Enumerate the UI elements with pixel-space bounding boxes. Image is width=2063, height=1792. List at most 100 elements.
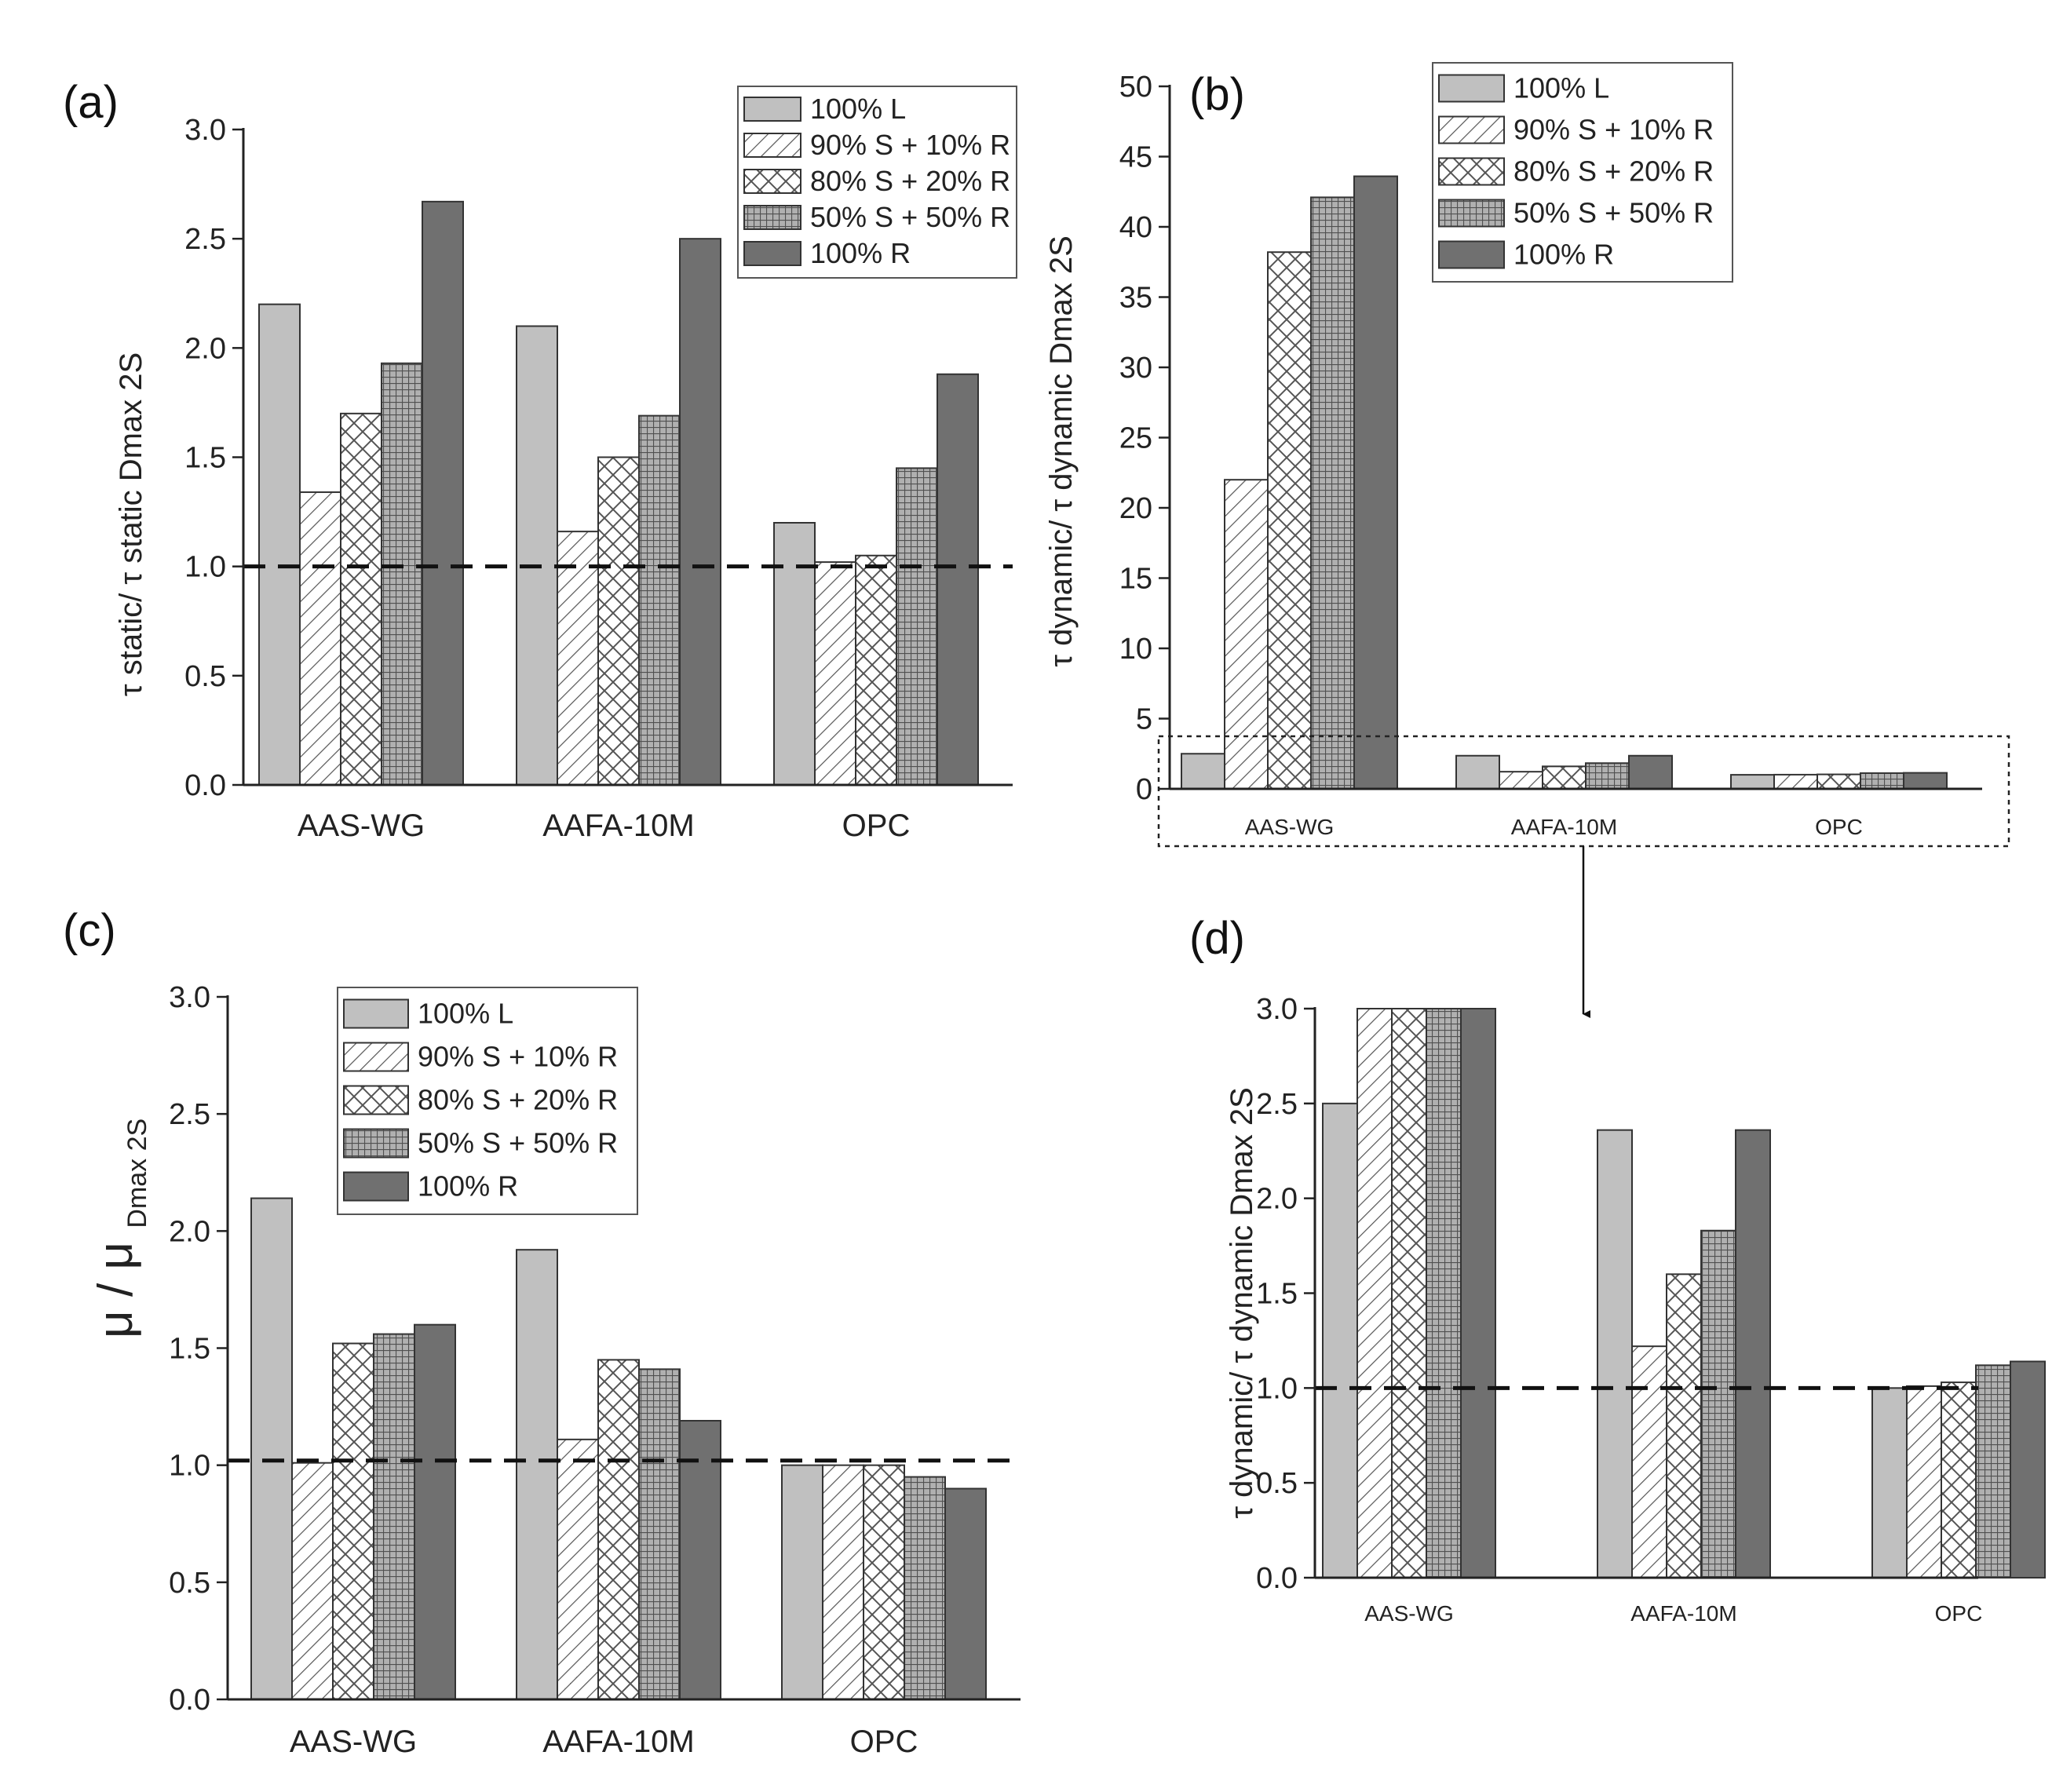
- y-tick-label: 1.5: [1256, 1278, 1298, 1311]
- bar-a-2-3: [896, 467, 938, 787]
- y-tick-label: 0.5: [169, 1567, 210, 1600]
- y-tick-label: 35: [1119, 282, 1152, 315]
- legend-label: 90% S + 10% R: [1513, 114, 1714, 146]
- y-tick-label: 3.0: [169, 981, 210, 1014]
- bar-d-0-4: [1460, 1008, 1496, 1578]
- bar-b-1-0: [1455, 754, 1500, 790]
- legend-swatch: [343, 1042, 409, 1072]
- bars-a: [258, 200, 979, 787]
- bar-b-0-0: [1181, 753, 1225, 790]
- bar-b-2-0: [1730, 774, 1775, 790]
- x-category-label: OPC: [850, 1724, 918, 1759]
- bar-c-2-0: [781, 1464, 823, 1700]
- x-categories-a: AAS-WG AAFA-10M OPC: [298, 808, 910, 843]
- legend-a: 100% L 90% S + 10% R 80% S + 20% R 50% S + …: [737, 86, 1017, 279]
- bar-b-0-4: [1353, 175, 1398, 790]
- x-category-label: AAS-WG: [1245, 815, 1335, 839]
- bar-d-1-1: [1631, 1345, 1667, 1578]
- bar-a-1-2: [597, 456, 640, 786]
- x-category-label: AAFA-10M: [542, 1724, 694, 1759]
- y-axis-label-c-main: μ / μ: [89, 1242, 143, 1338]
- legend-label: 50% S + 50% R: [1513, 197, 1714, 229]
- x-category-label: AAFA-10M: [542, 808, 694, 843]
- chart-panel-d: (d) τ dynamic/ τ dynamic Dmax 2S 0.0 0.5 1…: [1189, 913, 2046, 1626]
- panel-label-b: (b): [1189, 69, 1245, 120]
- x-categories-b: AAS-WG AAFA-10M OPC: [1245, 815, 1863, 839]
- legend-swatch: [343, 1171, 409, 1202]
- bar-c-2-3: [904, 1476, 946, 1701]
- bar-c-0-2: [332, 1342, 374, 1700]
- panel-label-a: (a): [63, 77, 119, 128]
- x-category-label: AAS-WG: [290, 1724, 417, 1759]
- legend-label: 80% S + 20% R: [1513, 155, 1714, 188]
- bar-b-0-1: [1224, 479, 1269, 790]
- bar-d-0-3: [1426, 1008, 1462, 1578]
- legend-swatch: [343, 998, 409, 1029]
- bar-b-1-4: [1628, 754, 1673, 790]
- y-ticks-a: 0.0 0.5 1.0 1.5 2.0 2.5 3.0: [184, 114, 243, 802]
- axes-d: [1313, 1007, 1978, 1579]
- bars-d: [1322, 1008, 2046, 1579]
- x-category-label: OPC: [1935, 1601, 1983, 1626]
- y-tick-label: 1.5: [184, 442, 226, 475]
- y-tick-label: 45: [1119, 141, 1152, 174]
- bar-a-2-4: [937, 373, 979, 786]
- bar-a-0-2: [340, 412, 382, 786]
- bar-c-0-0: [250, 1197, 293, 1700]
- y-axis-label-c-sub: Dmax 2S: [122, 1119, 152, 1228]
- bar-c-2-1: [822, 1464, 864, 1700]
- legend-swatch: [1438, 157, 1505, 186]
- bar-c-0-3: [373, 1333, 415, 1700]
- y-ticks-d: 0.0 0.5 1.0 1.5 2.0 2.5 3.0: [1256, 993, 1315, 1595]
- y-tick-label: 50: [1119, 71, 1152, 104]
- bar-c-0-1: [291, 1462, 334, 1701]
- bar-a-0-0: [258, 303, 301, 786]
- bar-b-2-2: [1817, 773, 1861, 790]
- panel-label-d: (d): [1189, 913, 1245, 964]
- bar-c-1-1: [557, 1438, 599, 1700]
- bar-b-2-3: [1860, 772, 1904, 790]
- y-tick-label: 2.5: [184, 223, 226, 256]
- legend-swatch: [743, 133, 801, 158]
- y-axis-label-d: τ dynamic/ τ dynamic Dmax 2S: [1225, 1087, 1259, 1519]
- legend-c: 100% L 90% S + 10% R 80% S + 20% R 50% S + …: [337, 987, 638, 1215]
- bar-d-2-4: [2010, 1360, 2046, 1578]
- legend-label: 50% S + 50% R: [810, 201, 1010, 233]
- axes-b: [1168, 85, 1982, 790]
- bar-b-0-3: [1310, 196, 1355, 790]
- bar-a-2-2: [855, 554, 897, 786]
- legend-b: 100% L 90% S + 10% R 80% S + 20% R 50% S + …: [1432, 62, 1733, 283]
- x-categories-c: AAS-WG AAFA-10M OPC: [290, 1724, 918, 1759]
- bar-c-2-2: [863, 1464, 905, 1700]
- y-tick-label: 3.0: [1256, 993, 1298, 1026]
- legend-label: 90% S + 10% R: [810, 129, 1010, 161]
- bar-d-0-0: [1322, 1102, 1358, 1579]
- bar-a-1-1: [557, 531, 599, 787]
- legend-swatch: [743, 205, 801, 230]
- bar-d-2-1: [1906, 1385, 1942, 1578]
- legend-swatch: [743, 169, 801, 194]
- bars-c: [250, 1197, 987, 1701]
- bar-d-2-3: [1975, 1364, 2011, 1579]
- bar-c-1-2: [597, 1359, 640, 1700]
- legend-label: 100% L: [810, 93, 906, 125]
- y-axis-label-c: μ / μ Dmax 2S: [89, 1119, 152, 1338]
- y-axis-label-b: τ dynamic/ τ dynamic Dmax 2S: [1044, 235, 1079, 667]
- y-tick-label: 2.0: [184, 332, 226, 365]
- y-tick-label: 1.5: [169, 1333, 210, 1366]
- x-category-label: OPC: [1815, 815, 1863, 839]
- y-tick-label: 10: [1119, 633, 1152, 666]
- y-tick-label: 2.5: [169, 1098, 210, 1131]
- bar-b-2-1: [1773, 773, 1818, 790]
- axes-c: [226, 995, 1021, 1701]
- legend-label: 80% S + 20% R: [418, 1084, 618, 1116]
- y-tick-label: 1.0: [169, 1450, 210, 1483]
- chart-panel-b: (b) τ dynamic/ τ dynamic Dmax 2S 0 5 10 15 2…: [1044, 62, 2010, 1018]
- y-tick-label: 1.0: [184, 551, 226, 584]
- y-tick-label: 30: [1119, 352, 1152, 385]
- bar-d-1-3: [1700, 1229, 1736, 1578]
- bar-b-0-2: [1267, 251, 1312, 790]
- bar-a-0-3: [381, 362, 423, 787]
- bar-c-1-0: [516, 1249, 558, 1700]
